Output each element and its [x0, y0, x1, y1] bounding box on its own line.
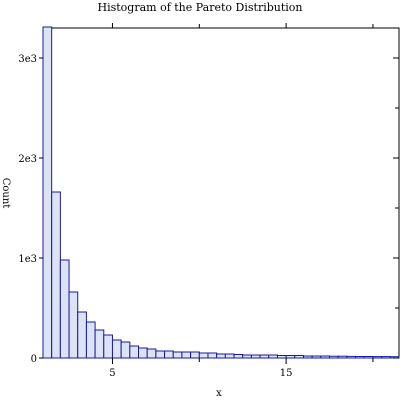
- histogram-bar: [42, 26, 53, 359]
- histogram-bar: [276, 355, 287, 359]
- histogram-bar: [268, 354, 278, 359]
- chart-title: Histogram of the Pareto Distribution: [97, 1, 302, 14]
- x-axis: 5 15: [109, 23, 374, 379]
- histogram-bar: [311, 355, 322, 359]
- histogram-bar: [120, 341, 131, 359]
- histogram-bar: [259, 354, 270, 359]
- plot-frame: [42, 27, 400, 359]
- histogram-bar: [372, 356, 383, 359]
- histogram-bar: [242, 354, 252, 359]
- x-axis-label: x: [216, 388, 222, 399]
- histogram-bar: [164, 350, 174, 359]
- histogram-bar: [172, 351, 183, 359]
- histogram-bar: [51, 191, 61, 359]
- histogram-bar: [381, 356, 391, 359]
- histogram-bar: [337, 355, 348, 359]
- histogram-bar: [216, 353, 226, 359]
- y-tick-label: 1e3: [18, 254, 37, 265]
- histogram-bar: [285, 355, 296, 359]
- x-tick-label: 15: [280, 368, 293, 379]
- y-axis-label: Count: [0, 178, 11, 209]
- histogram-bar: [329, 355, 339, 359]
- y-axis: 0 1e3 2e3 3e3: [18, 54, 399, 365]
- histogram-bar: [224, 353, 235, 359]
- histogram-bar: [129, 345, 140, 359]
- histogram-bar: [233, 354, 244, 359]
- histogram-bar: [363, 356, 374, 359]
- histogram-bar: [207, 352, 218, 359]
- histogram-bar: [250, 354, 261, 359]
- histogram-bar: [94, 329, 105, 359]
- y-tick-label: 3e3: [18, 54, 37, 65]
- histogram-bar: [155, 350, 166, 359]
- histogram-bar: [190, 351, 200, 359]
- histogram-bar: [198, 352, 209, 359]
- y-tick-label: 2e3: [18, 154, 37, 165]
- histogram-bar: [138, 347, 148, 359]
- histogram-bar: [77, 311, 87, 359]
- histogram-bar: [59, 259, 70, 359]
- histogram-bar: [302, 355, 313, 359]
- histogram-bar: [68, 291, 79, 359]
- histogram-bar: [346, 355, 357, 359]
- histogram-bar: [320, 355, 331, 359]
- x-tick-label: 5: [109, 368, 115, 379]
- y-tick-label: 0: [31, 354, 37, 365]
- histogram-bar: [355, 356, 365, 359]
- histogram-bar: [103, 334, 113, 359]
- histogram-bar: [294, 355, 304, 359]
- histogram-bar: [85, 321, 96, 359]
- histogram-bar: [146, 348, 157, 359]
- histogram-bar: [181, 351, 192, 359]
- histogram-bars: [42, 26, 400, 359]
- histogram-bar: [111, 339, 122, 359]
